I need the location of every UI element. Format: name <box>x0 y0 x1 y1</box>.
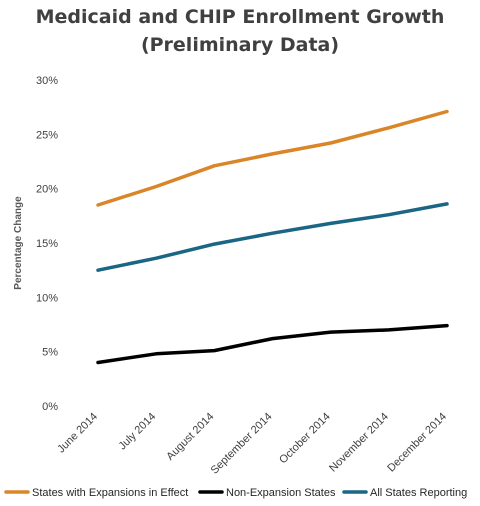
y-tick-label: 30% <box>36 75 58 87</box>
series-line-0 <box>96 109 449 207</box>
x-tick-label: November 2014 <box>327 411 391 475</box>
y-tick-label: 15% <box>36 238 58 250</box>
x-tick-label: July 2014 <box>117 411 159 453</box>
y-axis-label: Percentage Change <box>13 196 24 290</box>
x-tick-label: September 2014 <box>209 411 275 477</box>
legend-label-2: All States Reporting <box>370 487 467 499</box>
series-lines <box>96 109 449 365</box>
y-tick-label: 10% <box>36 292 58 304</box>
legend-label-1: Non-Expansion States <box>226 487 336 499</box>
legend: States with Expansions in Effect Non-Expa… <box>4 487 467 499</box>
series-line-1 <box>96 323 449 365</box>
x-tick-label: June 2014 <box>55 411 100 456</box>
legend-label-0: States with Expansions in Effect <box>32 487 188 499</box>
x-tick-label: December 2014 <box>385 411 449 475</box>
chart-title: Medicaid and CHIP Enrollment Growth <box>35 6 445 28</box>
x-tick-label: August 2014 <box>164 411 216 463</box>
series-line-2 <box>96 202 449 272</box>
y-tick-label: 25% <box>36 129 58 141</box>
y-tick-label: 5% <box>42 347 58 359</box>
y-tick-label: 0% <box>42 401 58 413</box>
chart-subtitle: (Preliminary Data) <box>140 34 340 56</box>
y-tick-label: 20% <box>36 184 58 196</box>
x-tick-label: October 2014 <box>277 411 333 467</box>
y-axis-ticks: 0% 5% 10% 15% 20% 25% 30% <box>36 75 58 413</box>
